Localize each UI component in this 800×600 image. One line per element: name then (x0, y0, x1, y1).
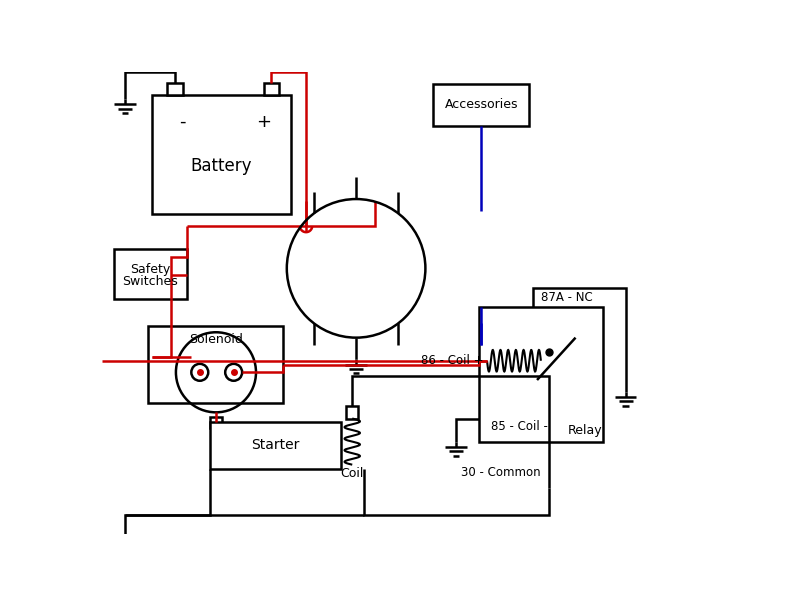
Text: Switches: Switches (122, 275, 178, 289)
Bar (148, 326, 283, 403)
Bar (479, 307, 602, 442)
Text: Solenoid: Solenoid (189, 334, 242, 346)
Bar (210, 422, 341, 469)
Bar (433, 83, 530, 126)
Text: +: + (256, 113, 271, 131)
Text: Coil: Coil (341, 467, 364, 481)
Bar (264, 83, 279, 95)
Text: 30 - Common: 30 - Common (462, 466, 541, 479)
Text: Starter: Starter (251, 439, 299, 452)
Bar (114, 249, 186, 299)
Text: 87A - NC: 87A - NC (541, 291, 593, 304)
Bar (210, 417, 222, 428)
Text: 85 - Coil -: 85 - Coil - (491, 420, 548, 433)
Text: Battery: Battery (190, 157, 252, 175)
Bar (167, 83, 183, 95)
Bar (152, 95, 290, 214)
Bar (346, 406, 358, 419)
Text: Accessories: Accessories (445, 98, 518, 111)
Text: Relay: Relay (568, 424, 603, 437)
Text: Safety: Safety (130, 263, 170, 276)
Text: -: - (180, 113, 186, 131)
Text: 86 - Coil +: 86 - Coil + (421, 354, 483, 367)
